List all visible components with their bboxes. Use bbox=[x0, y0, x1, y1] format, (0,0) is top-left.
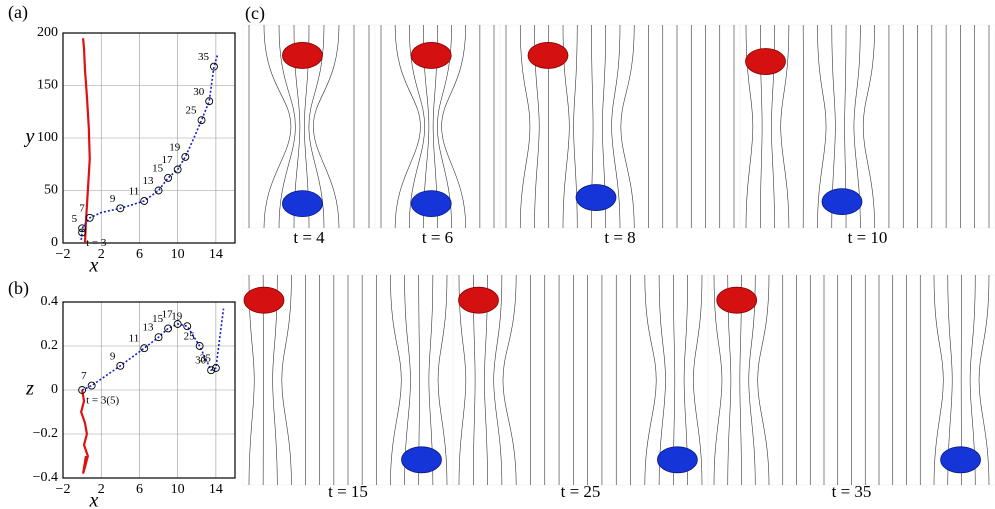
y-tick-label: 0.4 bbox=[41, 294, 59, 309]
snapshot: t = 25 bbox=[453, 275, 708, 501]
snapshot-label: t = 15 bbox=[328, 482, 368, 501]
snapshot: t = 15 bbox=[243, 275, 453, 501]
drop bbox=[459, 287, 499, 313]
x-tick-label: 14 bbox=[209, 482, 223, 497]
marker-label: 25 bbox=[184, 331, 196, 343]
marker-label: 30 bbox=[193, 86, 205, 98]
snapshot-label: t = 10 bbox=[848, 228, 888, 247]
drop bbox=[746, 49, 786, 75]
figure: (c) (a)−2261014050100150200xyt = 3579111… bbox=[0, 0, 995, 509]
drop bbox=[282, 42, 322, 68]
snapshot-label: t = 8 bbox=[604, 228, 635, 247]
time-marker bbox=[165, 174, 172, 181]
drop bbox=[576, 185, 616, 211]
snapshot-label: t = 4 bbox=[293, 228, 325, 247]
marker-label: 17 bbox=[162, 154, 174, 166]
snapshot-label: t = 25 bbox=[561, 482, 601, 501]
y-tick-label: 200 bbox=[37, 25, 58, 40]
drop bbox=[657, 447, 697, 473]
snapshot: t = 6 bbox=[375, 25, 500, 247]
y-tick-label: 50 bbox=[44, 183, 58, 198]
y-axis-label: z bbox=[25, 378, 34, 400]
panel-label: (c) bbox=[245, 3, 265, 24]
snapshot-label: t = 35 bbox=[832, 482, 872, 501]
marker-label: 9 bbox=[110, 350, 116, 362]
time-marker bbox=[198, 117, 205, 124]
x-axis-label: x bbox=[89, 490, 99, 509]
marker-label: t = 3(5) bbox=[86, 395, 119, 407]
drop bbox=[717, 287, 757, 313]
y-tick-label: 0 bbox=[51, 382, 58, 397]
marker-label: 19 bbox=[171, 311, 183, 323]
marker-label: 9 bbox=[110, 193, 116, 205]
panel-label: (b) bbox=[8, 278, 29, 299]
x-tick-label: 6 bbox=[136, 482, 143, 497]
snapshot-label: t = 6 bbox=[422, 228, 453, 247]
y-tick-label: −0.4 bbox=[33, 470, 58, 485]
marker-label: 35 bbox=[198, 51, 210, 63]
y-tick-label: 150 bbox=[37, 78, 58, 93]
marker-label: 7 bbox=[79, 202, 85, 214]
marker-label: 19 bbox=[169, 141, 181, 153]
x-tick-label: 6 bbox=[136, 247, 143, 262]
x-tick-label: 14 bbox=[209, 247, 223, 262]
snapshot: t = 8 bbox=[500, 25, 740, 247]
marker-label: 7 bbox=[81, 370, 87, 382]
x-tick-label: 2 bbox=[98, 247, 105, 262]
drop bbox=[402, 447, 442, 473]
marker-label: 35 bbox=[200, 353, 212, 365]
line-series bbox=[81, 54, 218, 240]
marker-label: 11 bbox=[129, 333, 140, 345]
drop bbox=[528, 42, 568, 68]
x-tick-label: 10 bbox=[171, 247, 185, 262]
marker-label: 5 bbox=[72, 213, 78, 225]
x-tick-label: 2 bbox=[98, 482, 105, 497]
time-marker bbox=[88, 382, 95, 389]
y-axis-label: y bbox=[24, 126, 35, 148]
y-tick-label: 0 bbox=[51, 235, 58, 250]
drop bbox=[941, 447, 981, 473]
drop bbox=[411, 191, 451, 217]
marker-label: 11 bbox=[129, 186, 140, 198]
drop bbox=[282, 191, 322, 217]
snapshot: t = 4 bbox=[243, 25, 375, 247]
x-tick-label: 10 bbox=[171, 482, 185, 497]
x-axis-label: x bbox=[89, 255, 99, 277]
time-marker bbox=[182, 153, 189, 160]
marker-label: 25 bbox=[186, 105, 198, 117]
time-marker bbox=[165, 325, 172, 332]
drop bbox=[411, 42, 451, 68]
y-tick-label: −0.2 bbox=[33, 426, 58, 441]
drop bbox=[822, 189, 862, 215]
panel-label: (a) bbox=[8, 2, 28, 23]
snapshot: t = 10 bbox=[740, 25, 995, 247]
marker-label: 13 bbox=[143, 175, 155, 187]
marker-label: t = 3 bbox=[86, 237, 107, 249]
snapshot: t = 35 bbox=[708, 275, 995, 501]
y-tick-label: 100 bbox=[37, 130, 58, 145]
y-tick-label: 0.2 bbox=[41, 338, 59, 353]
drop bbox=[244, 287, 284, 313]
